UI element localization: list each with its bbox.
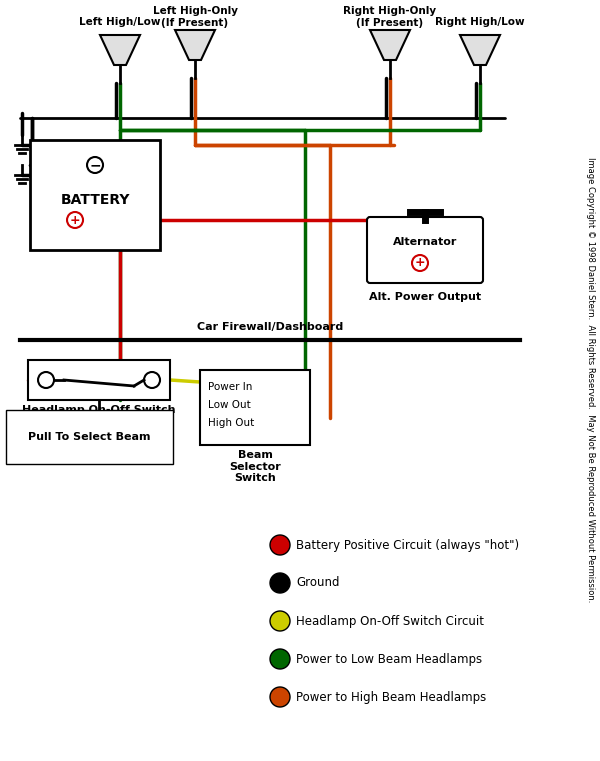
Text: Alternator: Alternator xyxy=(393,237,457,247)
Circle shape xyxy=(67,212,83,228)
Text: Car Firewall/Dashboard: Car Firewall/Dashboard xyxy=(197,322,343,332)
FancyBboxPatch shape xyxy=(28,360,170,400)
Text: Power In: Power In xyxy=(208,382,253,392)
Text: Right High-Only
(If Present): Right High-Only (If Present) xyxy=(343,6,437,28)
Text: Pull To Select Beam: Pull To Select Beam xyxy=(28,432,151,442)
Text: Beam
Selector
Switch: Beam Selector Switch xyxy=(229,450,281,483)
Text: Power to High Beam Headlamps: Power to High Beam Headlamps xyxy=(296,690,486,703)
Text: Alt. Power Output: Alt. Power Output xyxy=(369,292,481,302)
Circle shape xyxy=(144,372,160,388)
Polygon shape xyxy=(460,35,500,65)
Text: Low Out: Low Out xyxy=(208,400,251,410)
FancyBboxPatch shape xyxy=(30,140,160,250)
Polygon shape xyxy=(100,35,140,65)
Circle shape xyxy=(87,157,103,173)
Text: Right High/Low: Right High/Low xyxy=(435,17,525,27)
Text: +: + xyxy=(70,214,80,227)
Text: Power to Low Beam Headlamps: Power to Low Beam Headlamps xyxy=(296,652,482,666)
Text: Image Copyright © 1998 Daniel Stern.  All Rights Reserved.  May Not Be Reproduce: Image Copyright © 1998 Daniel Stern. All… xyxy=(586,158,595,603)
Text: Left High/Low: Left High/Low xyxy=(79,17,161,27)
Circle shape xyxy=(270,687,290,707)
Circle shape xyxy=(38,372,54,388)
Text: BATTERY: BATTERY xyxy=(60,193,130,207)
Text: Headlamp On-Off Switch Circuit: Headlamp On-Off Switch Circuit xyxy=(296,614,484,628)
Circle shape xyxy=(270,573,290,593)
Text: +: + xyxy=(415,256,425,269)
Text: Headlamp On-Off Switch: Headlamp On-Off Switch xyxy=(22,405,176,415)
FancyBboxPatch shape xyxy=(367,217,483,283)
Polygon shape xyxy=(175,30,215,60)
Circle shape xyxy=(412,255,428,271)
Circle shape xyxy=(270,611,290,631)
Circle shape xyxy=(270,535,290,555)
Text: Left High-Only
(If Present): Left High-Only (If Present) xyxy=(152,6,238,28)
Text: Ground: Ground xyxy=(296,577,340,590)
Polygon shape xyxy=(370,30,410,60)
Text: Battery Positive Circuit (always "hot"): Battery Positive Circuit (always "hot") xyxy=(296,539,519,552)
FancyBboxPatch shape xyxy=(200,370,310,445)
Circle shape xyxy=(270,649,290,669)
Text: −: − xyxy=(89,158,101,172)
Text: High Out: High Out xyxy=(208,418,254,428)
